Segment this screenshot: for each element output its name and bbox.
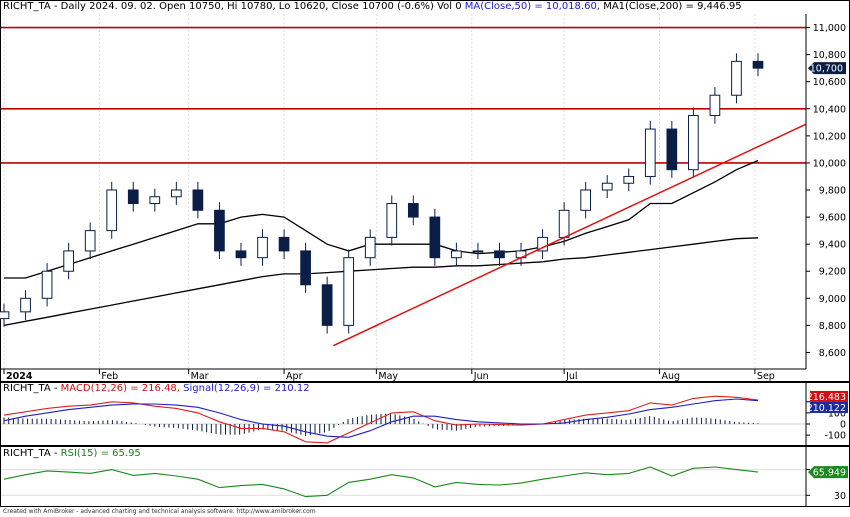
price-tick-label: 9,600 xyxy=(819,213,846,224)
candle-body xyxy=(192,189,204,211)
trendline xyxy=(332,123,807,347)
rsi-header: RICHT_TA - RSI(15) = 65.95 xyxy=(3,448,141,459)
ma200-line xyxy=(3,237,759,327)
candle-body xyxy=(214,209,225,252)
price-y-axis: 8,600 8,800 9,000 9,200 9,400 9,600 9,800 10,00… xyxy=(805,14,846,369)
signal-value-badge xyxy=(810,401,848,413)
candle-body xyxy=(752,60,764,69)
candle-body xyxy=(644,128,656,177)
macd-legend: MACD(12,26) = 216.48, xyxy=(60,383,180,394)
price-tick-label: 9,000 xyxy=(819,294,846,305)
candle-body xyxy=(149,196,161,205)
candle-body xyxy=(106,189,118,232)
rsi-header-prefix: RICHT_TA - xyxy=(3,448,61,459)
candle-body xyxy=(429,216,441,259)
price-tick-label: 9,200 xyxy=(819,267,846,278)
price-tick-label: 10,000 xyxy=(813,158,846,169)
rsi-line xyxy=(3,466,759,498)
date-tick-label: Jul xyxy=(565,371,577,382)
moving-averages xyxy=(3,159,759,327)
date-tick-label: Feb xyxy=(101,371,118,382)
price-tick-label: 8,800 xyxy=(819,321,846,332)
date-tick-label: May xyxy=(378,371,398,382)
price-tick-label: 9,400 xyxy=(819,240,846,251)
candle-body xyxy=(300,250,311,286)
candle-body xyxy=(20,297,31,313)
macd-header: RICHT_TA - MACD(12,26) = 216.48, Signal(… xyxy=(3,383,310,394)
price-tick-label: 10,400 xyxy=(813,104,846,115)
price-tick-label: 9,800 xyxy=(819,186,846,197)
candle-body xyxy=(537,236,548,252)
candle-body xyxy=(451,250,462,259)
candle-body xyxy=(601,182,613,191)
price-tick-label: 10,800 xyxy=(813,50,846,61)
candle-body xyxy=(257,236,268,259)
date-tick-label: Mar xyxy=(191,371,209,382)
candle-body xyxy=(321,284,333,326)
candles xyxy=(0,53,764,334)
candle-body xyxy=(386,203,398,238)
macd-tick-label: -100 xyxy=(824,431,846,442)
macd-value-label: 216.483 xyxy=(807,392,846,403)
price-header-main: RICHT_TA - Daily 2024. 09. 02. Open 1075… xyxy=(3,1,462,12)
candle-body xyxy=(688,115,699,171)
candle-body xyxy=(170,189,182,198)
candle-body xyxy=(41,270,53,299)
rsi-legend: RSI(15) = 65.95 xyxy=(60,448,141,459)
candle-body xyxy=(63,250,74,272)
candle-body xyxy=(407,203,419,218)
candle-body xyxy=(235,250,247,259)
macd-value-badge xyxy=(810,390,848,402)
candle-body xyxy=(472,250,484,253)
rsi-value-label: 65.949 xyxy=(813,468,846,479)
ma50-legend: MA(Close,50) = 10,018.60, xyxy=(464,1,600,12)
price-tick-label: 10,200 xyxy=(813,131,846,142)
candle-body xyxy=(623,175,635,184)
macd-header-prefix: RICHT_TA - xyxy=(3,383,61,394)
candle-body xyxy=(84,230,96,252)
candle-body xyxy=(0,311,10,320)
macd-plot: 2001000-100 xyxy=(1,383,846,446)
candle-body xyxy=(278,236,290,252)
macd-tick-label: 100 xyxy=(828,408,846,419)
price-tick-label: 11,000 xyxy=(813,23,846,34)
date-tick-label: Sep xyxy=(757,371,775,382)
ma50-line xyxy=(4,159,759,279)
macd-line xyxy=(3,395,759,444)
date-tick-label: 2024 xyxy=(6,371,33,382)
trendline-group xyxy=(332,123,807,347)
candle-body xyxy=(666,128,678,171)
macd-tick-label: 0 xyxy=(840,420,846,431)
footer-credit: Created with AmiBroker - advanced charti… xyxy=(3,508,316,515)
last-price-badge xyxy=(808,62,846,75)
price-tick-label: 10,600 xyxy=(813,77,846,88)
date-x-axis: 2024 Feb Mar Apr May Jun Jul Aug Sep xyxy=(3,369,775,382)
date-tick-label: Aug xyxy=(662,371,681,382)
last-price-label: 10,700 xyxy=(810,64,843,75)
price-tick-label: 8,600 xyxy=(819,348,846,359)
signal-value-label: 210.122 xyxy=(807,403,846,414)
rsi-value-badge xyxy=(808,466,848,479)
date-tick-label: Apr xyxy=(286,371,303,382)
date-tick-label: Jun xyxy=(473,371,489,382)
ma200-legend: MA1(Close,200) = 9,446.95 xyxy=(603,1,742,12)
candle-body xyxy=(494,250,505,259)
candle-body xyxy=(709,94,721,117)
price-header: RICHT_TA - Daily 2024. 09. 02. Open 1075… xyxy=(3,1,742,12)
signal-legend: Signal(12,26,9) = 210.12 xyxy=(183,383,310,394)
candle-body xyxy=(364,236,376,259)
rsi-tick-label: 30 xyxy=(834,491,846,502)
gridlines xyxy=(3,14,756,369)
candle-body xyxy=(558,209,570,238)
candle-body xyxy=(127,189,139,205)
signal-line xyxy=(3,398,759,438)
candle-body xyxy=(731,60,742,96)
candle-body xyxy=(343,257,355,326)
candle-body xyxy=(580,189,592,211)
